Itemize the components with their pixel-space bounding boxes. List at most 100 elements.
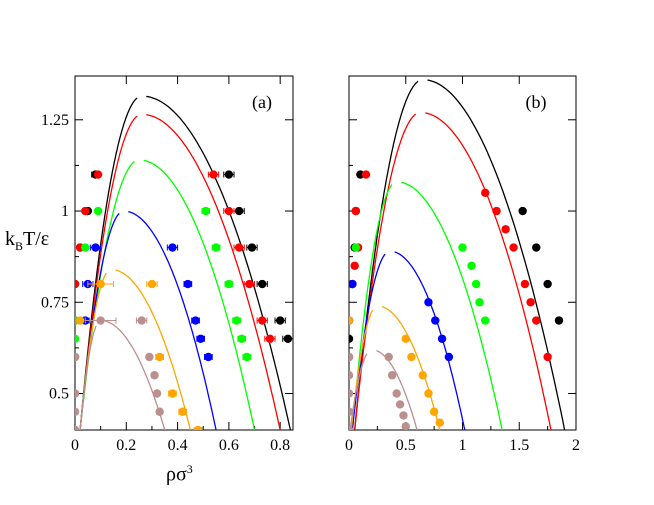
data-point-brown	[96, 316, 105, 325]
data-point-brown	[349, 407, 354, 416]
data-point-green	[237, 334, 246, 343]
data-point-red	[361, 170, 371, 179]
x-tick-label: 0.6	[219, 437, 239, 454]
data-point-orange	[168, 389, 177, 398]
data-point-red	[543, 352, 552, 362]
data-point-black	[349, 334, 354, 343]
data-point-blue	[168, 243, 177, 252]
y-tick-label: 1.25	[41, 112, 69, 129]
data-point-red	[245, 279, 254, 289]
binodal-curve-brown	[79, 325, 97, 430]
binodal-curve-blue	[128, 210, 217, 430]
data-point-orange	[407, 352, 416, 362]
data-point-black	[247, 243, 257, 252]
data-point-red	[532, 316, 541, 325]
data-point-green	[81, 243, 90, 252]
x-axis-label: ρσ3	[166, 462, 193, 486]
y-axis-label: kBT/ε	[5, 228, 50, 253]
data-point-red	[209, 170, 218, 179]
binodal-curve-red	[425, 112, 552, 430]
plot-frame	[348, 75, 577, 431]
x-tick-label: 2	[572, 437, 580, 454]
x-tick-label: 0.4	[168, 437, 188, 454]
data-point-brown	[150, 371, 159, 380]
data-point-red	[93, 170, 103, 179]
x-tick-label: 0	[345, 437, 353, 454]
data-point-orange	[429, 407, 439, 416]
data-point-brown	[401, 422, 410, 430]
data-point-green	[75, 334, 80, 343]
data-point-black	[275, 316, 285, 325]
data-point-black	[224, 170, 234, 179]
data-point-orange	[418, 371, 427, 380]
data-point-red	[350, 261, 359, 270]
data-point-red	[81, 206, 90, 216]
y-tick-label: 0.75	[41, 294, 69, 311]
data-point-brown	[395, 400, 405, 409]
data-point-green	[467, 261, 476, 270]
data-point-blue	[91, 243, 100, 252]
binodal-curve-black	[79, 97, 138, 430]
data-point-green	[93, 206, 103, 216]
data-point-brown	[152, 389, 162, 398]
binodal-curve-orange	[115, 269, 192, 430]
data-point-blue	[191, 316, 200, 325]
data-point-red	[509, 243, 518, 252]
data-point-brown	[75, 352, 80, 362]
binodal-curve-green	[351, 184, 393, 430]
data-point-brown	[387, 371, 397, 380]
data-point-brown	[75, 389, 80, 398]
data-point-orange	[96, 279, 105, 289]
data-point-red	[75, 279, 80, 289]
data-point-orange	[147, 279, 157, 289]
data-point-brown	[384, 352, 393, 362]
data-point-blue	[437, 334, 447, 343]
y-tick-label: 1	[61, 203, 69, 220]
data-point-blue	[196, 334, 205, 343]
data-point-orange	[349, 316, 354, 325]
binodal-curve-red	[79, 115, 138, 430]
x-tick-label: 1.5	[509, 437, 529, 454]
data-point-red	[492, 206, 501, 216]
data-point-brown	[75, 425, 80, 430]
data-point-black	[234, 206, 244, 216]
panel-b: 0 0.5 1 1.5 2 (b)	[345, 75, 580, 454]
binodal-curve-green	[401, 181, 503, 430]
data-point-black	[543, 279, 552, 289]
binodal-curve-black	[427, 79, 566, 430]
data-point-brown	[349, 389, 354, 398]
data-point-red	[265, 334, 275, 343]
panel-label: (b)	[526, 92, 547, 113]
data-point-green	[481, 316, 490, 325]
x-tick-label: 0.2	[116, 437, 136, 454]
data-point-black	[283, 334, 293, 343]
data-point-green	[351, 243, 361, 252]
data-point-brown	[349, 371, 354, 380]
data-point-green	[201, 206, 210, 216]
x-tick-label: 0.8	[270, 437, 290, 454]
binodal-curve-brown	[105, 320, 166, 430]
data-point-orange	[178, 407, 187, 416]
data-point-red	[258, 316, 267, 325]
data-point-green	[211, 243, 221, 252]
x-tick-label: 0.5	[396, 437, 416, 454]
data-point-green	[232, 316, 241, 325]
data-point-black	[518, 206, 527, 216]
data-point-red	[501, 225, 510, 234]
data-point-blue	[424, 298, 433, 307]
data-point-brown	[75, 407, 80, 416]
binodal-curve-green	[143, 159, 256, 430]
data-point-blue	[431, 316, 440, 325]
data-point-brown	[155, 407, 164, 416]
data-point-red	[481, 188, 490, 197]
y-tick-label: 0.5	[49, 386, 69, 403]
binodal-curve-black	[354, 80, 419, 430]
data-point-blue	[183, 279, 193, 289]
binodal-curve-orange	[79, 272, 107, 430]
data-point-orange	[193, 425, 203, 430]
data-point-orange	[401, 334, 410, 343]
binodal-curve-red	[146, 114, 281, 430]
data-point-brown	[349, 352, 354, 362]
data-point-brown	[349, 425, 354, 430]
data-point-black	[258, 279, 267, 289]
